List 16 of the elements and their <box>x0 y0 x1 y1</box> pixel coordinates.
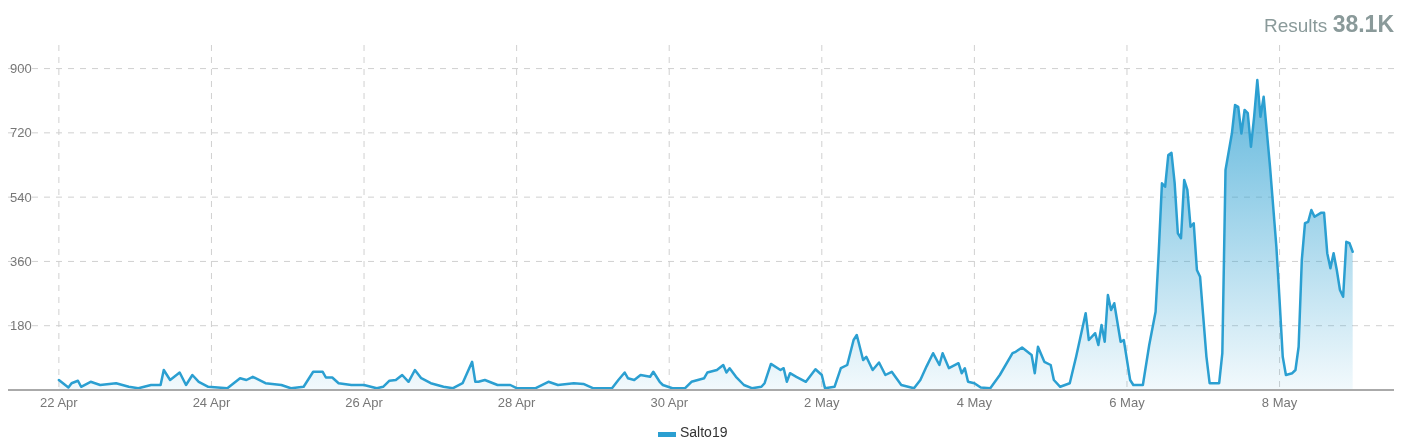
x-tick-label: 22 Apr <box>40 395 79 410</box>
legend-label: Salto19 <box>680 424 728 440</box>
x-tick-label: 8 May <box>1261 395 1298 410</box>
x-tick-label: 6 May <box>1109 395 1146 410</box>
y-tick-label: 720 <box>10 125 32 141</box>
chart-title: Results 38.1K <box>1263 11 1395 37</box>
x-tick-label: 2 May <box>804 395 840 410</box>
y-tick-label: 540 <box>10 189 32 205</box>
y-tick-label: 900 <box>10 61 32 77</box>
y-tick-label: 180 <box>10 318 32 334</box>
x-tick-label: 24 Apr <box>192 395 231 410</box>
x-tick-label: 28 Apr <box>497 395 537 410</box>
y-tick-label: 360 <box>10 253 32 269</box>
x-tick-label: 30 Apr <box>650 395 689 410</box>
x-tick-label: 26 Apr <box>345 395 384 410</box>
x-tick-label: 4 May <box>956 395 993 410</box>
